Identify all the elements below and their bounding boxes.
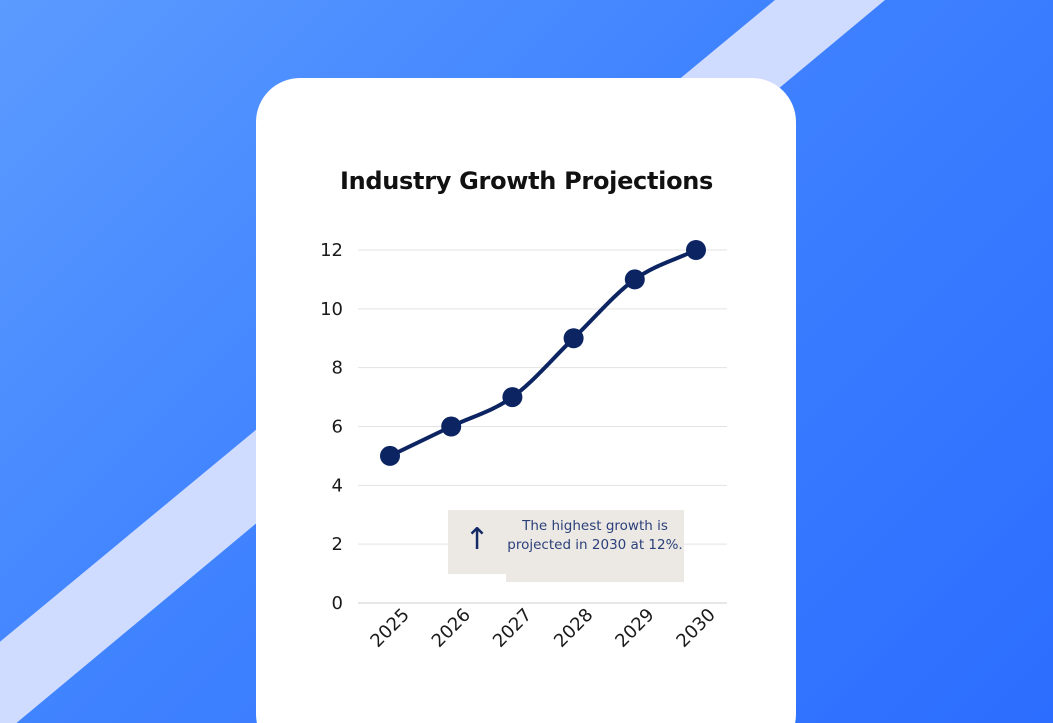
data-point-2027 [502, 387, 523, 408]
x-tick-label: 2028 [550, 604, 597, 651]
arrow-up-icon: ↑ [464, 522, 490, 557]
x-tick-label: 2029 [611, 604, 658, 651]
data-point-2030 [686, 240, 706, 260]
data-point-2026 [441, 416, 462, 437]
series-line-layer [388, 248, 698, 458]
y-tick-label: 12 [320, 240, 343, 261]
chart-title: Industry Growth Projections [339, 167, 714, 195]
callout-text-box: The highest growth is projected in 2030 … [506, 510, 684, 582]
data-points [380, 240, 706, 466]
y-tick-label: 2 [332, 534, 343, 555]
y-tick-label: 6 [332, 417, 343, 438]
data-point-2025 [380, 445, 400, 466]
chart-card [256, 78, 796, 723]
x-tick-label: 2025 [366, 604, 413, 651]
y-axis-ticks: 0 2 4 6 8 10 12 [320, 240, 343, 614]
y-tick-label: 0 [332, 593, 343, 614]
highlight-callout: ↑ The highest growth is projected in 203… [448, 510, 684, 582]
x-axis-ticks: 2025 2026 2027 2028 2029 2030 [366, 604, 719, 651]
data-point-2028 [563, 328, 584, 349]
y-tick-label: 10 [320, 299, 343, 320]
series-line [388, 248, 698, 458]
x-tick-label: 2027 [489, 604, 536, 651]
x-tick-label: 2026 [428, 604, 475, 651]
x-tick-label: 2030 [672, 604, 719, 651]
data-point-2029 [624, 269, 645, 290]
y-tick-label: 4 [332, 475, 343, 496]
callout-text: The highest growth is projected in 2030 … [507, 518, 683, 553]
y-tick-label: 8 [332, 358, 343, 379]
callout-icon-box: ↑ [448, 510, 506, 574]
